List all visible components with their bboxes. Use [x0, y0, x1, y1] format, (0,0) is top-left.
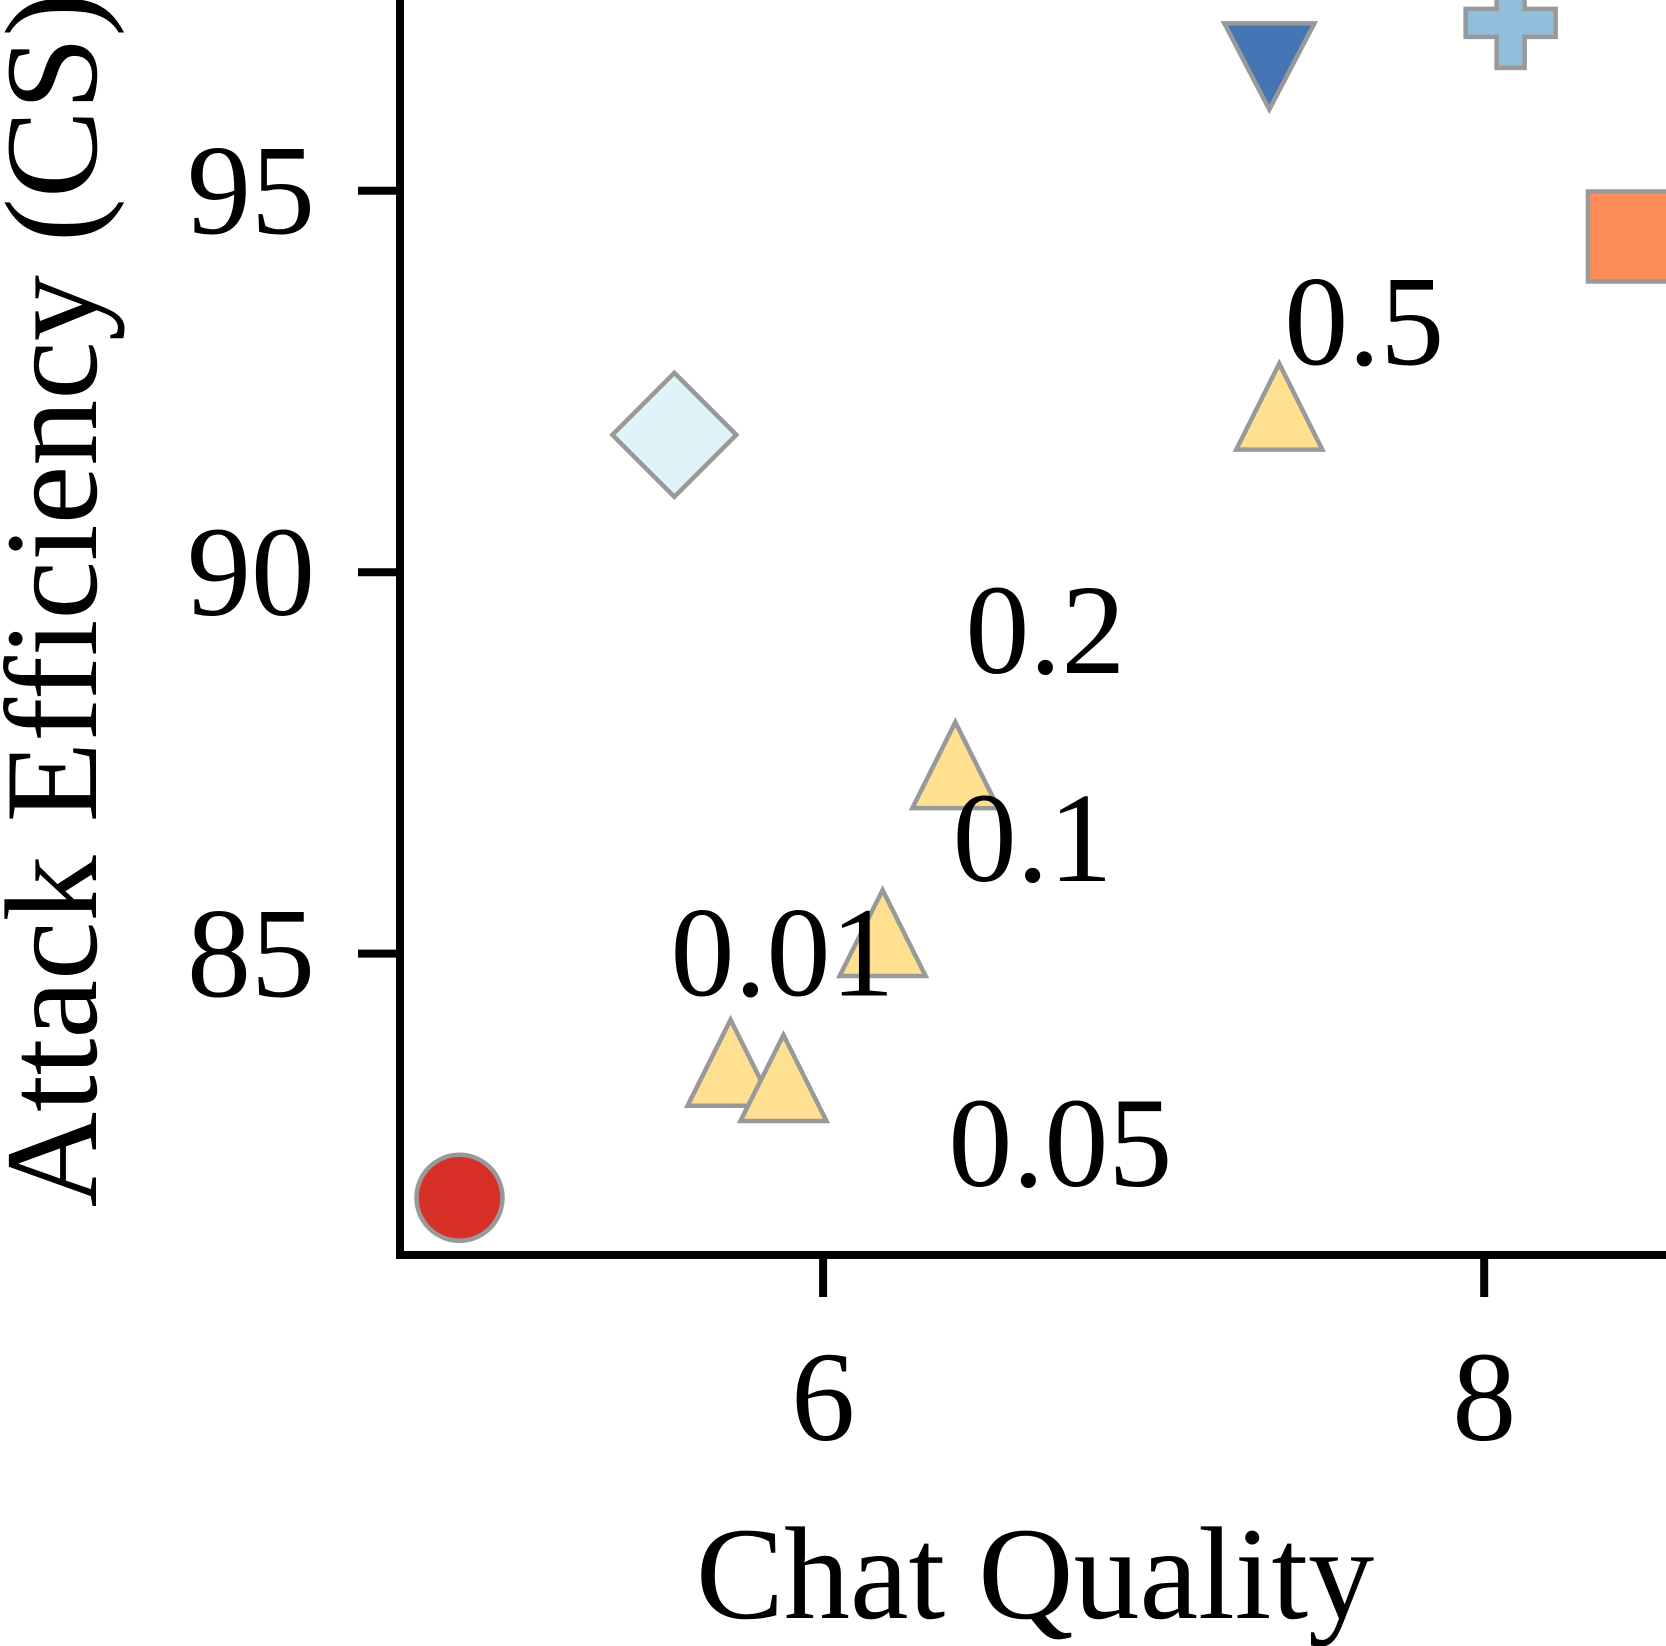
triangle-up-point	[908, 717, 1002, 811]
point-label: 0.01	[671, 882, 895, 1024]
circle-point	[414, 1152, 505, 1244]
y-tick-label: 90	[187, 501, 315, 643]
point-label: 0.5	[1284, 251, 1444, 393]
x-axis-title: Chat Quality	[696, 1500, 1374, 1646]
axes	[396, 0, 1666, 1259]
triangle-down-point	[1220, 21, 1319, 115]
point-label: 0.1	[953, 767, 1113, 909]
plus-point	[1463, 0, 1558, 71]
data-points	[414, 0, 1666, 1244]
y-axis-title: Attack Efficiency (CS)	[0, 0, 125, 1207]
triangle-up-point	[683, 1014, 778, 1108]
y-tick-label: 95	[187, 120, 315, 262]
point-labels: 0.01 0.05 0.1 0.2 0.5	[671, 251, 1445, 1214]
x-tick-label: 6	[791, 1326, 855, 1468]
ticks: 85 90 95 6 8	[187, 120, 1516, 1468]
triangle-up-point	[1232, 358, 1326, 452]
diamond-point	[609, 369, 740, 501]
point-label: 0.05	[948, 1072, 1172, 1214]
x-tick-label: 8	[1452, 1326, 1516, 1468]
triangle-up-point	[835, 884, 930, 979]
square-point	[1585, 189, 1666, 284]
triangle-up-point	[736, 1029, 831, 1124]
y-tick-label: 85	[187, 883, 315, 1025]
point-label: 0.2	[965, 559, 1125, 701]
